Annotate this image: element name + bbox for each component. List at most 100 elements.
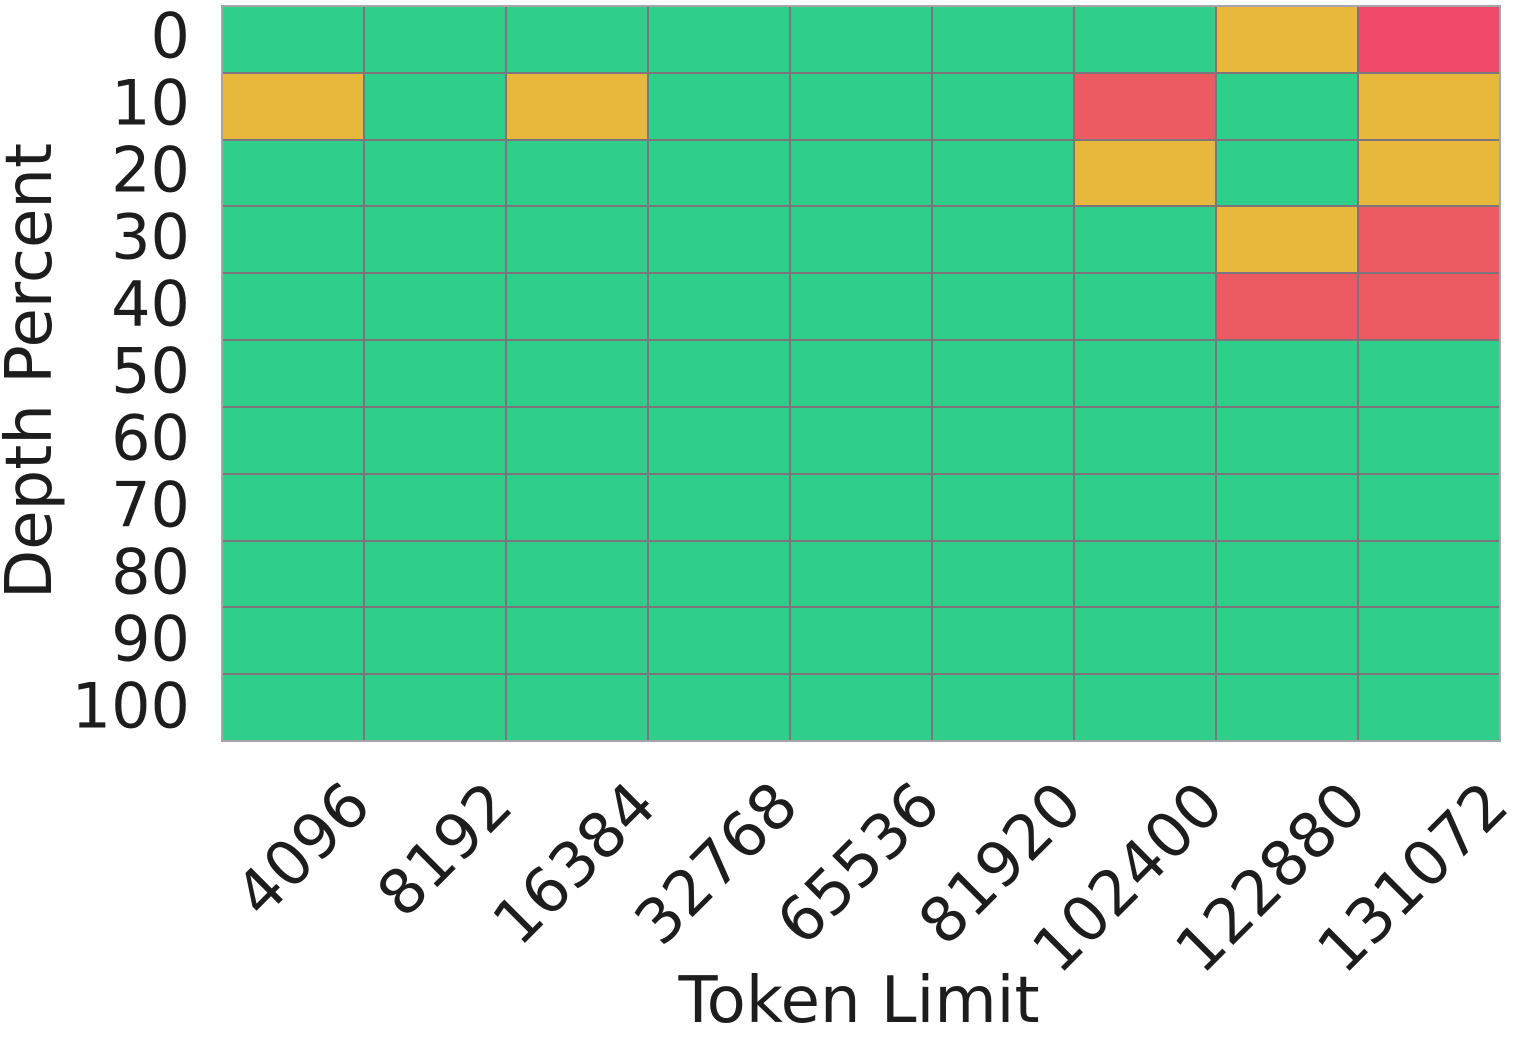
heatmap-cell [365,140,505,206]
heatmap-cell [649,7,789,72]
heatmap-cell [791,541,931,607]
y-tick-label: 20 [111,133,190,207]
heatmap-cell [507,608,647,674]
y-tick-label: 70 [111,468,190,542]
x-tick-label: 4096 [221,767,385,931]
heatmap-cell [1359,274,1499,340]
heatmap-grid [221,5,1501,742]
heatmap-cell [1075,274,1215,340]
heatmap-cell [1359,541,1499,607]
y-tick-label: 60 [111,401,190,475]
heatmap-cell [791,140,931,206]
heatmap-cell [365,608,505,674]
heatmap-cell [507,274,647,340]
heatmap-cell [223,608,363,674]
heatmap-cell [933,341,1073,406]
heatmap-cell [1075,73,1215,139]
x-tick-label: 65536 [762,767,954,959]
heatmap-cell [649,207,789,273]
heatmap-cell [791,207,931,273]
heatmap-cell [791,73,931,139]
heatmap-cell [791,474,931,540]
heatmap-cell [1217,675,1357,740]
heatmap-cell [365,7,505,72]
heatmap-cell [1217,407,1357,473]
heatmap-cell [507,407,647,473]
heatmap-cell [1075,474,1215,540]
heatmap-cell [791,407,931,473]
y-tick-label: 50 [111,334,190,408]
heatmap-cell [365,541,505,607]
heatmap-cell [365,407,505,473]
y-tick-label: 100 [71,669,190,743]
heatmap-cell [1217,608,1357,674]
heatmap-cell [1359,207,1499,273]
heatmap-cell [1075,407,1215,473]
heatmap-cell [1217,140,1357,206]
heatmap-cell [1359,474,1499,540]
heatmap-cell [649,474,789,540]
heatmap-cell [1359,140,1499,206]
heatmap-cell [1217,341,1357,406]
heatmap-cell [365,341,505,406]
heatmap-cell [1359,407,1499,473]
heatmap-cell [1075,608,1215,674]
heatmap-cell [365,274,505,340]
heatmap-cell [1075,7,1215,72]
heatmap-cell [223,541,363,607]
heatmap-cell [933,608,1073,674]
heatmap-cell [1075,140,1215,206]
heatmap-cell [1359,675,1499,740]
heatmap-cell [223,140,363,206]
y-tick-label: 10 [111,66,190,140]
heatmap-cell [1075,207,1215,273]
heatmap-cell [933,675,1073,740]
heatmap-cell [933,140,1073,206]
heatmap-cell [223,73,363,139]
heatmap-cell [933,541,1073,607]
heatmap-cell [507,541,647,607]
heatmap-cell [1217,474,1357,540]
heatmap-cell [507,675,647,740]
heatmap-cell [507,341,647,406]
heatmap-cell [365,675,505,740]
y-axis-title: Depth Percent [0,142,67,600]
heatmap-cell [1359,73,1499,139]
heatmap-cell [649,73,789,139]
heatmap-cell [649,341,789,406]
heatmap-cell [791,274,931,340]
heatmap-cell [1075,541,1215,607]
x-tick-label: 32768 [620,767,812,959]
heatmap-cell [1359,341,1499,406]
heatmap-cell [1075,675,1215,740]
heatmap-cell [933,407,1073,473]
heatmap-cell [1359,7,1499,72]
heatmap-cell [933,7,1073,72]
y-tick-label: 40 [111,267,190,341]
heatmap-cell [649,675,789,740]
heatmap-cell [223,675,363,740]
heatmap-cell [933,274,1073,340]
heatmap-cell [1217,7,1357,72]
heatmap-cell [649,608,789,674]
heatmap-cell [507,7,647,72]
heatmap-cell [365,73,505,139]
heatmap-cell [791,7,931,72]
heatmap-cell [649,274,789,340]
heatmap-cell [1217,73,1357,139]
heatmap-cell [507,207,647,273]
heatmap-cell [223,207,363,273]
y-tick-label: 0 [150,0,190,73]
heatmap-cell [223,407,363,473]
heatmap-cell [1217,274,1357,340]
heatmap-cell [507,474,647,540]
heatmap-cell [507,73,647,139]
heatmap-cell [791,675,931,740]
x-tick-label: 16384 [478,767,670,959]
heatmap-cell [649,541,789,607]
heatmap-cell [1217,207,1357,273]
y-tick-label: 80 [111,535,190,609]
heatmap-cell [791,341,931,406]
heatmap-cell [223,341,363,406]
